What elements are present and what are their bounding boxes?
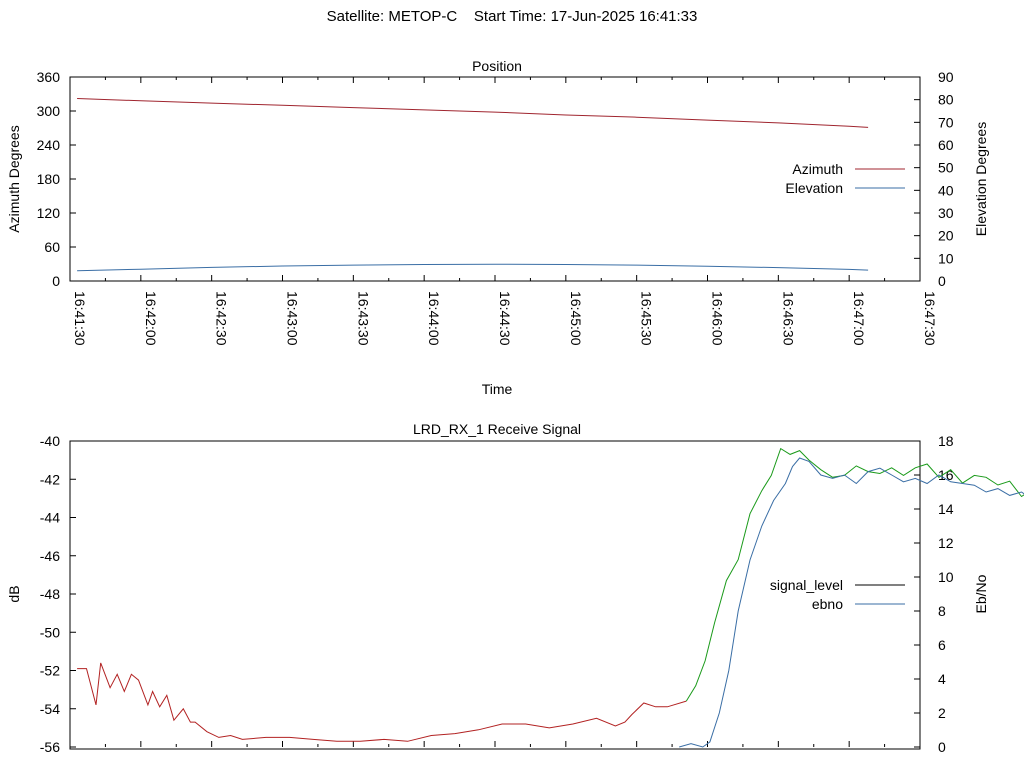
- position-legend: Azimuth Elevation: [785, 161, 905, 196]
- series-line-azimuth: [77, 98, 869, 128]
- x-tick-label: 16:47:00: [851, 291, 867, 346]
- y2-tick-label: 20: [938, 228, 954, 244]
- receive-signal-series: [77, 447, 1024, 748]
- x-tick-label: 16:44:00: [426, 291, 442, 346]
- y2-tick-label: 60: [938, 137, 954, 153]
- x-tick-label: 16:43:00: [285, 291, 301, 346]
- position-y2-axis-label: Elevation Degrees: [973, 122, 989, 236]
- position-x-axis-label: Time: [482, 381, 513, 397]
- receive-signal-x-axis: [69, 741, 921, 747]
- series-line-ebno: [679, 457, 1024, 748]
- y-tick-label: 60: [44, 239, 60, 255]
- y2-tick-label: 10: [938, 569, 954, 585]
- position-chart: Position 0 60 120 180 240 300 360 0 10 20 30 40 50 6…: [6, 58, 989, 397]
- x-tick-label: 16:45:00: [568, 291, 584, 346]
- position-chart-title: Position: [472, 58, 522, 74]
- y2-tick-label: 4: [938, 671, 946, 687]
- y2-tick-label: 40: [938, 182, 954, 198]
- y-tick-label: -50: [40, 624, 60, 640]
- y2-tick-label: 18: [938, 433, 954, 449]
- y-tick-label: -40: [40, 433, 60, 449]
- y2-tick-label: 16: [938, 467, 954, 483]
- legend-label-signal-level: signal_level: [770, 577, 843, 593]
- receive-signal-chart: LRD_RX_1 Receive Signal -56-54-52-50-48-…: [6, 421, 1024, 755]
- x-tick-label: 16:43:30: [355, 291, 371, 346]
- y-tick-label: -52: [40, 663, 60, 679]
- position-x-axis: 16:41:30 16:42:00 16:42:30 16:43:00 16:43:30…: [69, 77, 938, 346]
- y-tick-label: -46: [40, 548, 60, 564]
- position-series: [77, 98, 869, 272]
- y2-tick-label: 80: [938, 92, 954, 108]
- y-tick-label: 300: [37, 103, 61, 119]
- y-tick-label: -56: [40, 739, 60, 755]
- y2-tick-label: 2: [938, 705, 946, 721]
- receive-signal-chart-title: LRD_RX_1 Receive Signal: [413, 421, 581, 437]
- legend-label-azimuth: Azimuth: [792, 161, 843, 177]
- x-tick-label: 16:47:30: [922, 291, 938, 346]
- legend-label-elevation: Elevation: [785, 180, 843, 196]
- series-line-signal-level-high: [685, 447, 1024, 702]
- x-tick-label: 16:46:00: [710, 291, 726, 346]
- receive-signal-plot-frame: [69, 440, 921, 750]
- y2-tick-label: 14: [938, 501, 954, 517]
- y-tick-label: 120: [37, 205, 61, 221]
- receive-signal-y-axis-label: dB: [6, 585, 22, 602]
- legend-label-ebno: ebno: [812, 596, 843, 612]
- series-line-signal-level-low: [77, 662, 687, 742]
- y2-tick-label: 30: [938, 205, 954, 221]
- y-tick-label: 0: [52, 273, 60, 289]
- y-tick-label: 180: [37, 171, 61, 187]
- y-tick-label: -48: [40, 586, 60, 602]
- series-line-elevation: [77, 263, 869, 272]
- x-tick-label: 16:41:30: [72, 291, 88, 346]
- position-y2-axis: 0 10 20 30 40 50 60 70 80 90: [914, 69, 954, 289]
- x-tick-label: 16:45:30: [639, 291, 655, 346]
- receive-signal-y-axis: -56 -54 -52 -50 -48 -46 -44 -42 -40: [40, 433, 76, 755]
- x-tick-label: 16:44:30: [497, 291, 513, 346]
- y2-tick-label: 50: [938, 160, 954, 176]
- y2-tick-label: 70: [938, 114, 954, 130]
- receive-signal-y2-axis: 0 2 4 6 8 10 12 14 16 18: [914, 433, 954, 755]
- x-tick-label: 16:42:00: [143, 291, 159, 346]
- y2-tick-label: 10: [938, 250, 954, 266]
- y2-tick-label: 6: [938, 637, 946, 653]
- receive-signal-y2-axis-label: Eb/No: [973, 574, 989, 613]
- position-y-axis: 0 60 120 180 240 300 360: [37, 69, 76, 289]
- page-header: Satellite: METOP-C Start Time: 17-Jun-20…: [0, 8, 1024, 25]
- y-tick-label: 360: [37, 69, 61, 85]
- y2-tick-label: 12: [938, 535, 954, 551]
- y2-tick-label: 8: [938, 603, 946, 619]
- x-tick-label: 16:46:30: [780, 291, 796, 346]
- receive-signal-legend: signal_level ebno: [770, 577, 905, 612]
- y-tick-label: -42: [40, 471, 60, 487]
- position-y-axis-label: Azimuth Degrees: [6, 125, 22, 232]
- x-tick-label: 16:42:30: [214, 291, 230, 346]
- y2-tick-label: 0: [938, 739, 946, 755]
- position-plot-frame: [69, 76, 921, 282]
- y-tick-label: 240: [37, 137, 61, 153]
- y-tick-label: -44: [40, 510, 60, 526]
- start-time-label: Start Time: 17-Jun-2025 16:41:33: [473, 8, 698, 25]
- y2-tick-label: 90: [938, 69, 954, 85]
- satellite-label: Satellite: METOP-C: [326, 8, 458, 25]
- y2-tick-label: 0: [938, 273, 946, 289]
- y-tick-label: -54: [40, 701, 60, 717]
